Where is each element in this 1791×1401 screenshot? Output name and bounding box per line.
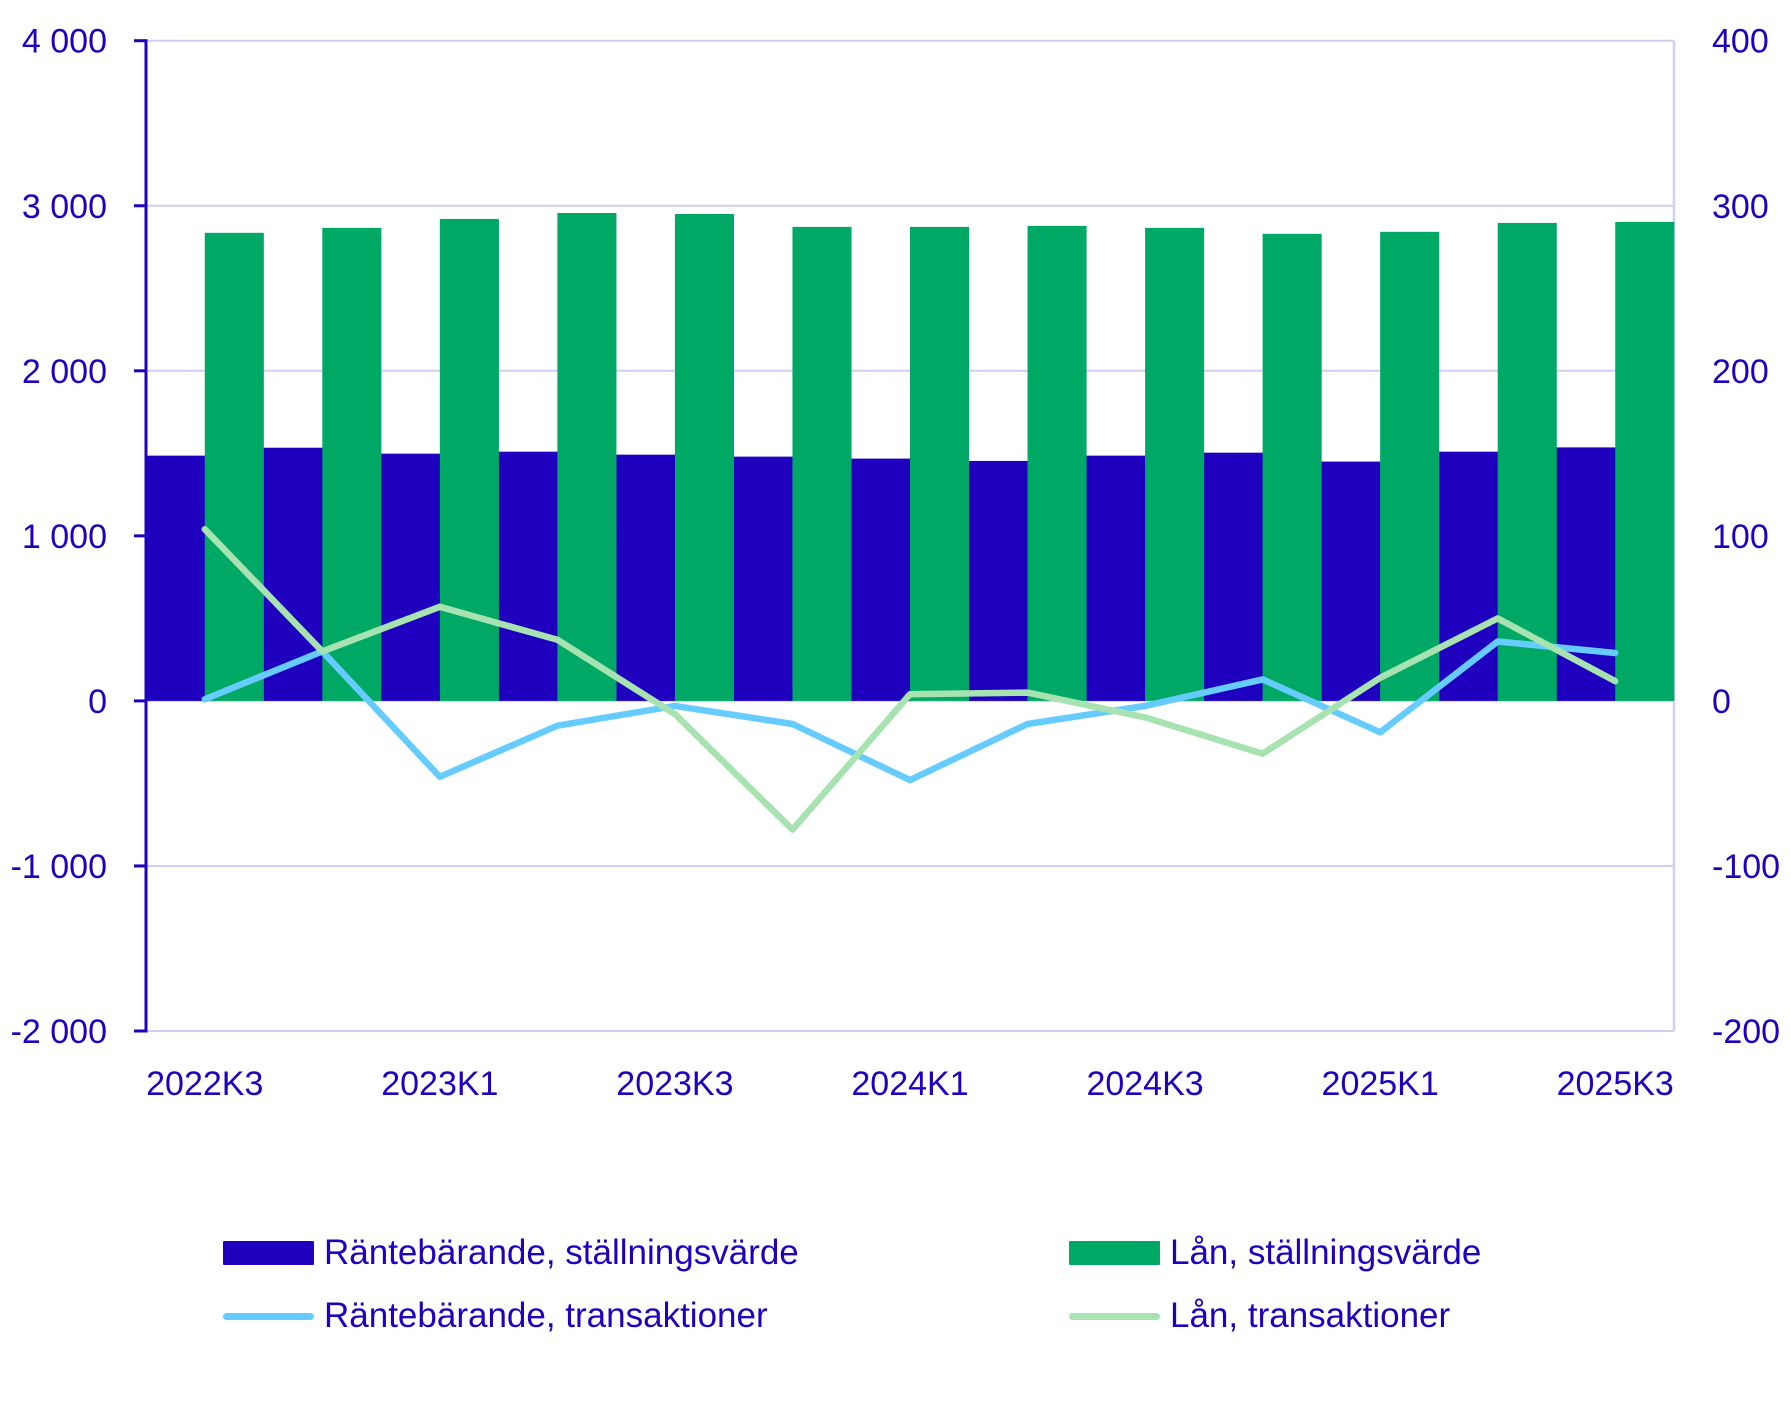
bar-rantebarande-stallningsvarde	[146, 455, 206, 701]
bar-rantebarande-stallningsvarde	[1321, 461, 1381, 701]
legend-item-rantebarande-stallningsvarde: Räntebärande, ställningsvärde	[223, 1233, 799, 1273]
left-tick-label: 4 000	[22, 23, 107, 61]
tick-labels: 4 000 3 000 2 000 1 000 0 -1 000 -2 000 400 300 2…	[11, 23, 1780, 1103]
bar-lan-stallningsvarde	[204, 232, 264, 701]
x-tick-label: 2022K3	[146, 1065, 263, 1103]
left-tick-label: 2 000	[22, 353, 107, 391]
left-tick-label: 1 000	[22, 518, 107, 556]
lines	[201, 525, 1619, 833]
bar-lan-stallningsvarde	[439, 218, 499, 701]
bar-lan-stallningsvarde	[1145, 227, 1205, 701]
bar-rantebarande-stallningsvarde	[733, 456, 793, 701]
bar-rantebarande-stallningsvarde	[1438, 451, 1498, 701]
legend-swatch	[1069, 1312, 1160, 1320]
bar-lan-stallningsvarde	[1380, 231, 1440, 701]
x-tick-label: 2023K3	[616, 1065, 733, 1103]
right-tick-label: 0	[1712, 683, 1731, 721]
line-rantebarande-transaktioner	[201, 638, 1619, 784]
legend-label: Räntebärande, transaktioner	[324, 1296, 768, 1335]
bar-rantebarande-stallningsvarde	[851, 458, 911, 701]
right-tick-label: 300	[1712, 188, 1769, 226]
bar-lan-stallningsvarde	[1497, 222, 1557, 701]
bar-lan-stallningsvarde	[322, 227, 382, 701]
bar-rantebarande-stallningsvarde	[498, 451, 558, 701]
bar-lan-stallningsvarde	[557, 213, 617, 701]
left-tick-label: 3 000	[22, 188, 107, 226]
x-tick-label: 2024K1	[851, 1065, 968, 1103]
x-tick-label: 2024K3	[1086, 1065, 1203, 1103]
x-tick-label: 2025K3	[1557, 1065, 1674, 1103]
bar-rantebarande-stallningsvarde	[1203, 452, 1263, 701]
bar-rantebarande-stallningsvarde	[1086, 455, 1146, 701]
legend-swatch	[223, 1312, 314, 1320]
bar-lan-stallningsvarde	[910, 226, 970, 701]
bars	[146, 213, 1675, 701]
bar-lan-stallningsvarde	[792, 226, 852, 701]
legend-label: Lån, transaktioner	[1170, 1296, 1451, 1335]
right-tick-label: 200	[1712, 353, 1769, 391]
bar-lan-stallningsvarde	[674, 214, 734, 701]
legend-item-lan-transaktioner: Lån, transaktioner	[1069, 1296, 1450, 1336]
left-tick-label: -2 000	[11, 1013, 107, 1051]
bar-lan-stallningsvarde	[1027, 225, 1087, 701]
x-tick-label: 2023K1	[381, 1065, 498, 1103]
bar-lan-stallningsvarde	[1262, 233, 1322, 701]
legend-item-lan-stallningsvarde: Lån, ställningsvärde	[1069, 1233, 1481, 1273]
left-tick-label: 0	[88, 683, 107, 721]
bar-lan-stallningsvarde	[1615, 221, 1675, 701]
bar-rantebarande-stallningsvarde	[616, 454, 676, 701]
bar-rantebarande-stallningsvarde	[381, 453, 441, 701]
legend-item-rantebarande-transaktioner: Räntebärande, transaktioner	[223, 1296, 768, 1336]
legend-swatch	[1069, 1241, 1160, 1265]
right-tick-label: 400	[1712, 23, 1769, 61]
right-tick-label: -100	[1712, 848, 1780, 886]
legend-label: Lån, ställningsvärde	[1170, 1233, 1482, 1272]
bar-rantebarande-stallningsvarde	[968, 460, 1028, 701]
right-tick-label: -200	[1712, 1013, 1780, 1051]
legend-label: Räntebärande, ställningsvärde	[324, 1233, 799, 1272]
axes	[134, 39, 148, 1033]
x-tick-label: 2025K1	[1322, 1065, 1439, 1103]
right-tick-label: 100	[1712, 518, 1769, 556]
legend-swatch	[223, 1241, 314, 1265]
left-tick-label: -1 000	[11, 848, 107, 886]
